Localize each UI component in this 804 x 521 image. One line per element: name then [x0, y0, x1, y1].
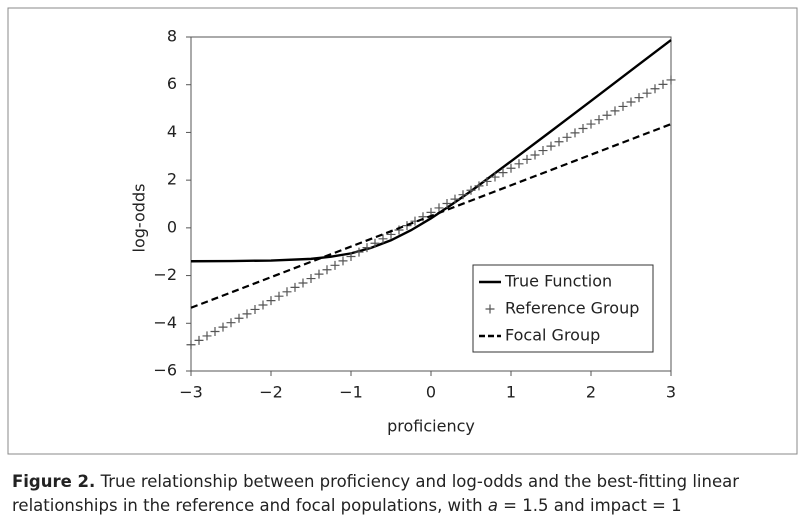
y-axis-label: log-odds	[130, 184, 149, 253]
plus-marker	[578, 123, 588, 133]
plus-marker	[322, 265, 332, 275]
x-tick-label: −3	[179, 383, 203, 402]
plus-marker	[626, 97, 636, 107]
plus-marker	[346, 251, 356, 261]
legend-marker	[485, 304, 495, 314]
y-tick-label: 2	[167, 170, 177, 189]
plus-marker	[370, 238, 380, 248]
series-line	[190, 123, 672, 309]
plus-marker	[618, 101, 628, 111]
figure-frame	[7, 7, 798, 455]
plus-marker	[498, 168, 508, 178]
plus-marker	[362, 243, 372, 253]
series-line	[190, 39, 672, 263]
plus-marker	[586, 119, 596, 129]
legend-label: Reference Group	[505, 299, 639, 318]
caption-symbol: a	[487, 496, 498, 515]
y-tick-label: 8	[167, 27, 177, 46]
plus-marker	[474, 181, 484, 191]
plus-marker	[250, 304, 260, 314]
plus-marker	[298, 278, 308, 288]
plus-marker	[282, 287, 292, 297]
legend-label: Focal Group	[505, 326, 600, 345]
plus-marker	[650, 84, 660, 94]
legend-label: True Function	[504, 272, 612, 291]
plus-marker	[434, 203, 444, 213]
plus-marker	[530, 150, 540, 160]
plus-marker	[666, 75, 676, 85]
y-tick-label: 4	[167, 122, 177, 141]
caption-text: True relationship between proficiency an…	[12, 472, 740, 515]
x-tick-label: 0	[426, 383, 436, 402]
plus-marker	[634, 93, 644, 103]
x-tick-label: 1	[506, 383, 516, 402]
plus-marker	[594, 115, 604, 125]
x-tick-label: −2	[259, 383, 283, 402]
y-tick-label: 0	[167, 217, 177, 236]
x-tick-label: 2	[586, 383, 596, 402]
plus-marker	[602, 110, 612, 120]
plus-marker	[466, 185, 476, 195]
x-axis-label: proficiency	[387, 417, 475, 436]
plus-marker	[490, 172, 500, 182]
plus-marker	[546, 141, 556, 151]
y-tick-label: −4	[153, 313, 177, 332]
plus-marker	[330, 260, 340, 270]
plus-marker	[562, 132, 572, 142]
caption-label: Figure 2.	[12, 472, 96, 491]
plus-marker	[642, 88, 652, 98]
plus-marker	[234, 313, 244, 323]
chart: proficiency log-odds −6 −4 −2 0 2 4 6 8 −3 −2 −1 0 1…	[7, 7, 798, 455]
plus-marker	[210, 327, 220, 337]
plus-marker	[658, 79, 668, 89]
plus-marker	[570, 128, 580, 138]
plus-marker	[306, 274, 316, 284]
plus-marker	[186, 340, 196, 350]
plus-marker	[266, 296, 276, 306]
y-tick-label: −2	[153, 265, 177, 284]
plus-marker	[290, 282, 300, 292]
plus-marker	[202, 331, 212, 341]
figure-caption: Figure 2. True relationship between prof…	[12, 470, 792, 518]
plus-marker	[522, 154, 532, 164]
x-tick-label: 3	[666, 383, 676, 402]
plus-marker	[314, 269, 324, 279]
plus-marker	[458, 190, 468, 200]
y-tick-label: −6	[153, 361, 177, 380]
x-tick-label: −1	[339, 383, 363, 402]
plus-marker	[482, 176, 492, 186]
plus-marker	[274, 291, 284, 301]
plus-marker	[194, 335, 204, 345]
plus-marker	[554, 137, 564, 147]
plus-marker	[610, 106, 620, 116]
plus-marker	[378, 234, 388, 244]
y-tick-label: 6	[167, 74, 177, 93]
plus-marker	[242, 309, 252, 319]
legend-box	[472, 264, 654, 353]
plus-marker	[226, 318, 236, 328]
plus-marker	[514, 159, 524, 169]
plus-marker	[258, 300, 268, 310]
plus-marker	[218, 322, 228, 332]
plus-marker	[506, 163, 516, 173]
plus-marker	[450, 194, 460, 204]
plus-marker	[538, 146, 548, 156]
caption-text-end: = 1.5 and impact = 1	[497, 496, 682, 515]
plus-marker	[354, 247, 364, 257]
plus-marker	[442, 199, 452, 209]
plus-marker	[338, 256, 348, 266]
